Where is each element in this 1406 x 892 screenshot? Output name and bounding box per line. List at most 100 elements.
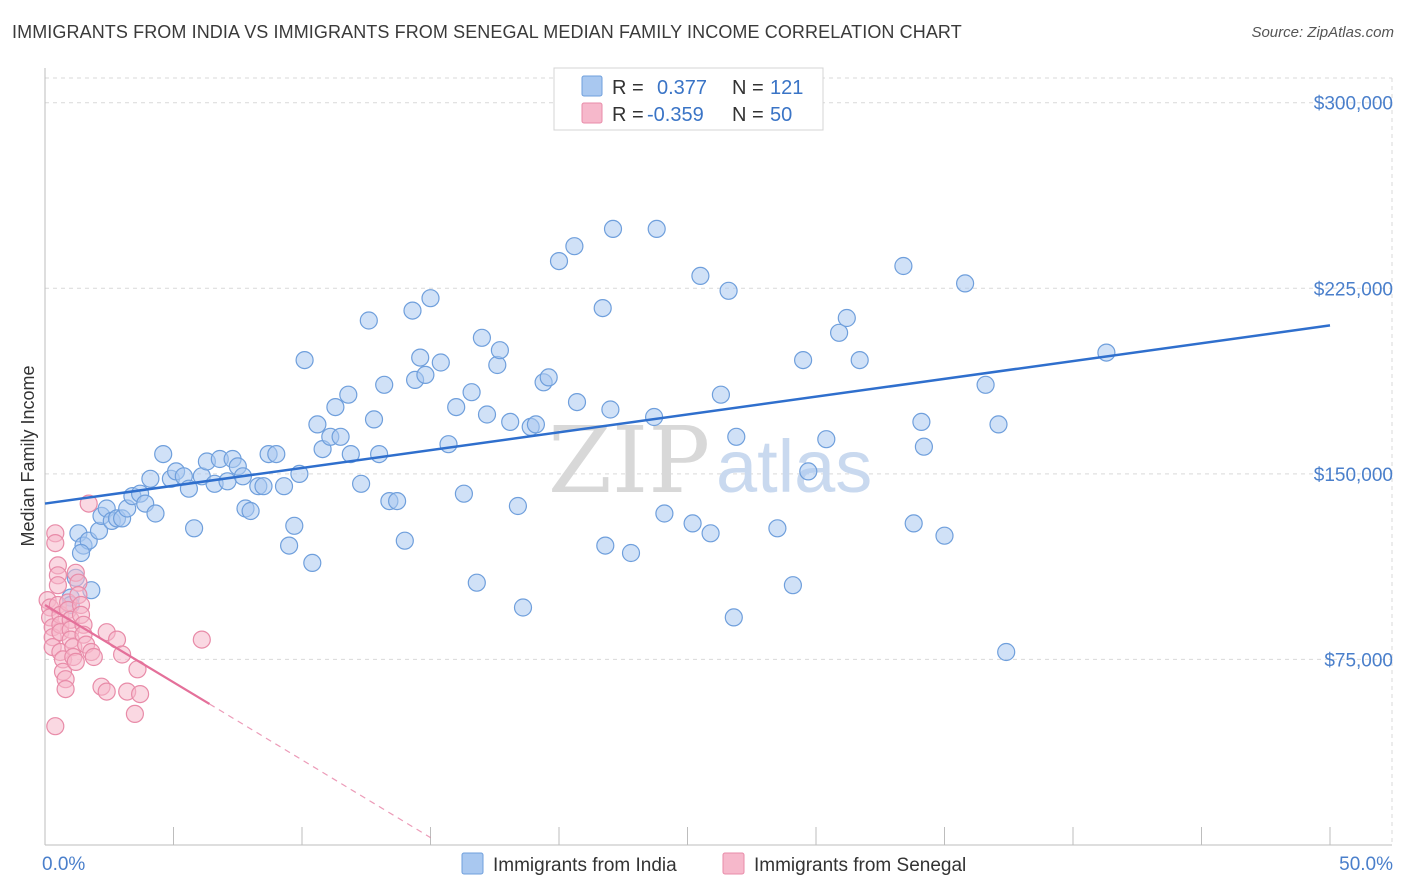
bottom-legend-swatch-india: [461, 852, 484, 875]
senegal-trend-extension: [209, 703, 431, 839]
india-point: [850, 351, 869, 370]
india-point: [621, 543, 641, 563]
senegal-point: [131, 684, 150, 704]
india-point: [388, 492, 407, 511]
india-point: [914, 437, 934, 456]
legend-r-label-india: R =: [612, 77, 644, 99]
senegal-point: [84, 647, 103, 667]
india-point: [593, 299, 612, 318]
senegal-point: [46, 533, 65, 553]
india-point: [154, 445, 173, 464]
india-point: [462, 383, 481, 402]
india-point: [691, 266, 710, 285]
india-point: [912, 412, 931, 431]
india-point: [1097, 343, 1116, 362]
india-series: [61, 219, 1116, 662]
bottom-legend: Immigrants from India Immigrants from Se…: [461, 852, 966, 876]
legend-swatch-senegal: [581, 102, 603, 124]
senegal-point: [46, 717, 65, 736]
india-point: [447, 398, 466, 417]
legend-r-value-india: 0.377: [657, 77, 707, 99]
senegal-point: [192, 630, 211, 649]
y-tick-label: $75,000: [1324, 650, 1393, 671]
india-point: [539, 368, 558, 387]
tick-labels: $75,000 $150,000 $225,000 $300,000 0.0% 50.0%: [42, 94, 1393, 875]
india-point: [904, 514, 923, 533]
india-point: [647, 219, 666, 238]
india-point: [303, 553, 322, 573]
india-point: [416, 365, 435, 384]
india-point: [644, 407, 664, 427]
india-point: [359, 311, 378, 330]
india-point: [727, 427, 746, 446]
senegal-point: [125, 704, 144, 724]
india-point: [472, 328, 491, 347]
india-point: [603, 219, 623, 238]
india-point: [370, 445, 389, 464]
india-point: [218, 472, 237, 491]
india-point: [421, 289, 440, 308]
india-point: [439, 435, 458, 454]
senegal-point: [97, 682, 116, 701]
india-point: [146, 504, 165, 523]
senegal-point: [66, 652, 85, 672]
legend-r-value-senegal: -0.359: [647, 104, 704, 126]
india-point: [783, 576, 803, 595]
watermark-zip: ZIP: [548, 407, 710, 514]
india-point: [719, 281, 738, 300]
source-label: Source: ZipAtlas.com: [1251, 24, 1394, 41]
india-point: [567, 393, 587, 412]
legend-swatch-india: [581, 75, 603, 97]
watermark: ZIP atlas: [548, 407, 872, 514]
india-point: [488, 355, 507, 375]
india-point: [508, 496, 528, 516]
bottom-legend-swatch-senegal: [722, 852, 745, 875]
india-point: [254, 477, 273, 496]
india-point: [935, 526, 954, 545]
india-point: [331, 427, 350, 446]
india-point: [375, 375, 394, 394]
bottom-legend-india: Immigrants from India: [493, 855, 677, 876]
india-point: [793, 351, 813, 370]
india-point: [467, 573, 486, 592]
x-tick-label-max: 50.0%: [1339, 854, 1393, 875]
india-point: [513, 598, 533, 617]
india-point: [989, 415, 1008, 434]
india-point: [817, 430, 836, 449]
india-point: [395, 531, 414, 550]
y-tick-label: $225,000: [1314, 279, 1393, 300]
india-point: [565, 237, 584, 256]
senegal-point: [48, 576, 68, 595]
india-point: [711, 385, 731, 404]
india-point: [477, 405, 497, 424]
india-point: [799, 462, 818, 481]
india-point: [701, 524, 720, 543]
india-point: [454, 484, 473, 503]
india-point: [894, 256, 913, 276]
legend-n-label-india: N =: [732, 77, 764, 99]
india-point: [768, 519, 787, 538]
india-point: [955, 274, 975, 293]
india-point: [829, 323, 849, 342]
india-point: [501, 412, 520, 431]
y-axis-label: Median Family Income: [18, 365, 38, 546]
axes: [44, 68, 1392, 846]
legend-n-value-india: 121: [770, 77, 803, 99]
senegal-point: [56, 679, 75, 699]
senegal-series: [38, 494, 211, 736]
india-point: [976, 375, 995, 394]
india-point: [341, 445, 360, 464]
india-point: [997, 642, 1016, 662]
india-point: [185, 519, 204, 538]
india-point: [267, 445, 286, 464]
x-tick-label-min: 0.0%: [42, 854, 85, 875]
india-point: [352, 474, 371, 493]
india-point: [295, 351, 314, 370]
india-point: [526, 415, 546, 434]
senegal-point: [112, 645, 132, 664]
legend-n-value-senegal: 50: [770, 104, 792, 126]
india-point: [596, 536, 615, 555]
india-point: [285, 516, 304, 535]
india-point: [683, 514, 702, 533]
